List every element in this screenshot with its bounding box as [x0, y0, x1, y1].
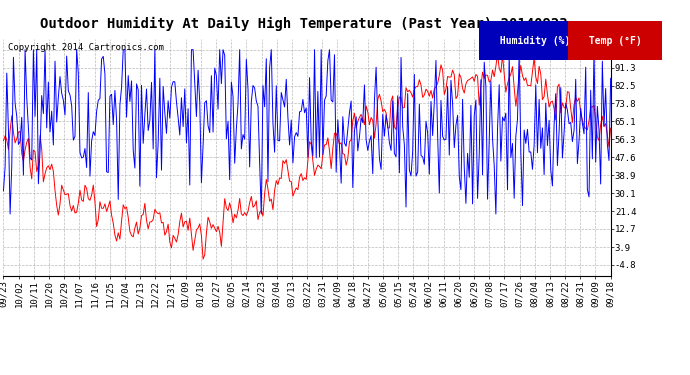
Text: Outdoor Humidity At Daily High Temperature (Past Year) 20140923: Outdoor Humidity At Daily High Temperatu…	[40, 17, 567, 31]
Text: Copyright 2014 Cartronics.com: Copyright 2014 Cartronics.com	[8, 43, 164, 52]
Text: Humidity (%): Humidity (%)	[494, 36, 576, 46]
Text: Temp (°F): Temp (°F)	[583, 36, 648, 46]
